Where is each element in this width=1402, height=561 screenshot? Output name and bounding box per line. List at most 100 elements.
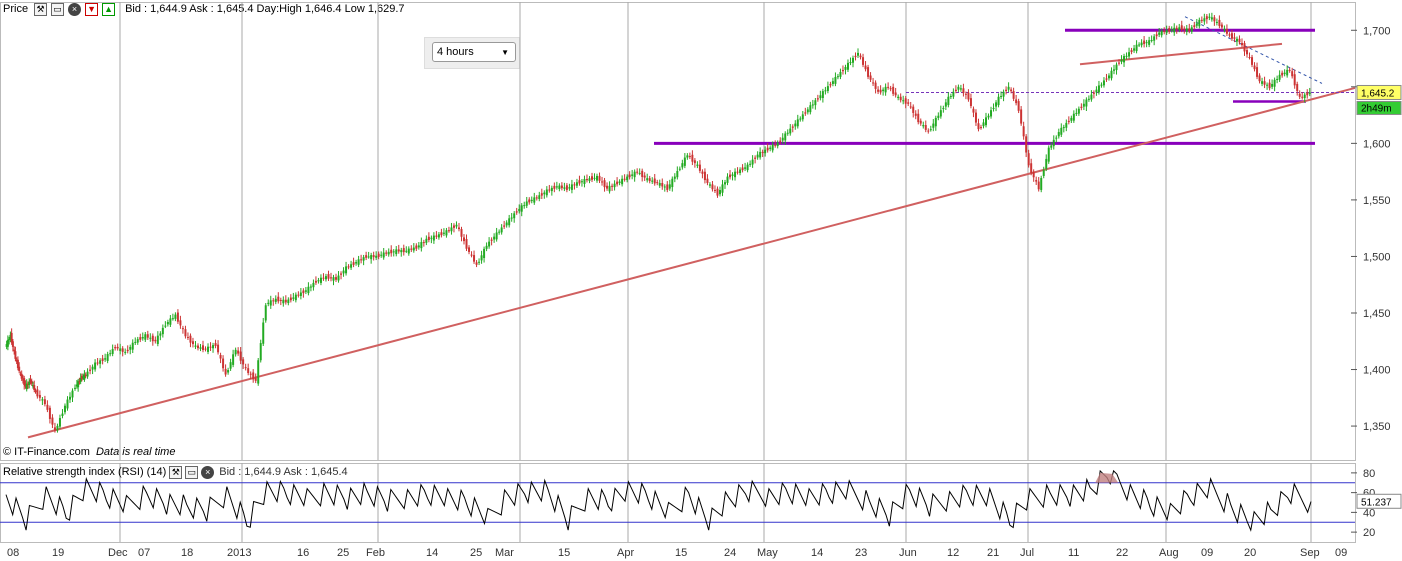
x-tick-label: 19	[52, 547, 64, 559]
candle-down	[598, 175, 601, 181]
candle-up	[304, 290, 307, 292]
candle-up	[1165, 30, 1168, 33]
credit-note: Data is real time	[95, 446, 176, 458]
candle-up	[520, 205, 523, 212]
candle-up	[550, 187, 553, 192]
candle-down	[1022, 126, 1025, 137]
candle-down	[1130, 50, 1133, 52]
x-tick-label: Jul	[1020, 547, 1034, 559]
candle-up	[1107, 75, 1110, 79]
candle-down	[468, 247, 471, 252]
candle-up	[505, 222, 508, 226]
candle-down	[560, 185, 563, 189]
candle-up	[144, 334, 147, 340]
candle-down	[96, 362, 99, 364]
candle-down	[26, 383, 29, 385]
candle-up	[63, 405, 66, 413]
candle-up	[156, 335, 159, 344]
candle-down	[43, 399, 46, 405]
candle-up	[633, 171, 636, 178]
candle-up	[75, 384, 78, 387]
candle-up	[686, 155, 689, 158]
candle-down	[329, 277, 332, 279]
candle-down	[1012, 91, 1015, 99]
candle-up	[538, 195, 541, 199]
candle-down	[927, 130, 930, 132]
candle-down	[894, 92, 897, 96]
candle-up	[1145, 42, 1148, 44]
x-tick-label: 15	[675, 547, 687, 559]
candle-up	[834, 76, 837, 84]
candle-down	[804, 112, 807, 114]
candle-down	[116, 346, 119, 349]
candle-up	[1198, 19, 1201, 27]
candle-down	[314, 280, 317, 283]
candle-up	[124, 351, 127, 353]
candle-up	[319, 277, 322, 283]
candle-up	[104, 358, 107, 360]
candle-down	[1228, 34, 1231, 36]
candle-down	[347, 266, 350, 268]
candle-up	[1208, 16, 1211, 18]
candle-up	[1210, 17, 1213, 20]
candle-up	[227, 370, 230, 373]
candle-down	[475, 262, 478, 265]
candle-up	[952, 91, 955, 97]
candle-down	[101, 358, 104, 361]
candle-up	[387, 251, 390, 255]
candle-down	[791, 126, 794, 128]
candle-up	[708, 184, 711, 186]
candle-up	[498, 231, 501, 233]
close-icon[interactable]: ×	[201, 465, 215, 479]
candle-down	[36, 389, 39, 397]
candle-down	[729, 174, 732, 178]
candle-down	[24, 383, 27, 387]
candle-up	[56, 425, 59, 431]
candle-down	[1005, 89, 1008, 91]
candle-down	[209, 346, 212, 348]
candle-down	[601, 181, 604, 183]
y-tick-label: 1,450	[1363, 308, 1391, 320]
candle-up	[1112, 69, 1115, 71]
candle-down	[1240, 42, 1243, 46]
candle-up	[1203, 18, 1206, 22]
candle-up	[1178, 27, 1181, 30]
candle-up	[317, 280, 320, 282]
candle-down	[688, 156, 691, 158]
window-icon[interactable]: ▭	[185, 465, 199, 479]
candle-down	[766, 147, 769, 151]
x-tick-label: 25	[470, 547, 482, 559]
candle-up	[786, 132, 789, 134]
candle-down	[889, 88, 892, 90]
candle-down	[653, 178, 656, 184]
candle-down	[1067, 120, 1070, 123]
candle-up	[1002, 91, 1005, 97]
x-tick-label: Jun	[899, 547, 917, 559]
candle-down	[1230, 33, 1233, 39]
candle-up	[1223, 28, 1226, 31]
channel-upper-line	[1079, 42, 1283, 66]
candle-up	[1138, 44, 1141, 46]
candle-down	[1291, 71, 1294, 77]
chevron-down-icon: ▼	[501, 48, 509, 57]
candle-up	[570, 184, 573, 190]
candle-down	[465, 239, 468, 249]
candle-down	[297, 294, 300, 296]
candle-down	[1080, 106, 1083, 108]
candle-down	[1032, 171, 1035, 178]
wrench-icon[interactable]: ⚒	[169, 465, 183, 479]
candle-down	[636, 171, 639, 173]
candle-up	[337, 275, 340, 281]
candle-up	[724, 182, 727, 185]
candle-up	[131, 342, 134, 350]
candle-up	[500, 227, 503, 233]
candle-up	[355, 262, 358, 264]
candle-up	[136, 339, 139, 343]
candle-up	[1115, 64, 1118, 71]
candle-down	[11, 341, 14, 347]
timeframe-select[interactable]: 4 hours ▼	[432, 42, 516, 62]
candle-down	[435, 235, 438, 237]
candle-up	[987, 115, 990, 118]
candle-up	[199, 347, 202, 349]
candle-down	[390, 249, 393, 254]
